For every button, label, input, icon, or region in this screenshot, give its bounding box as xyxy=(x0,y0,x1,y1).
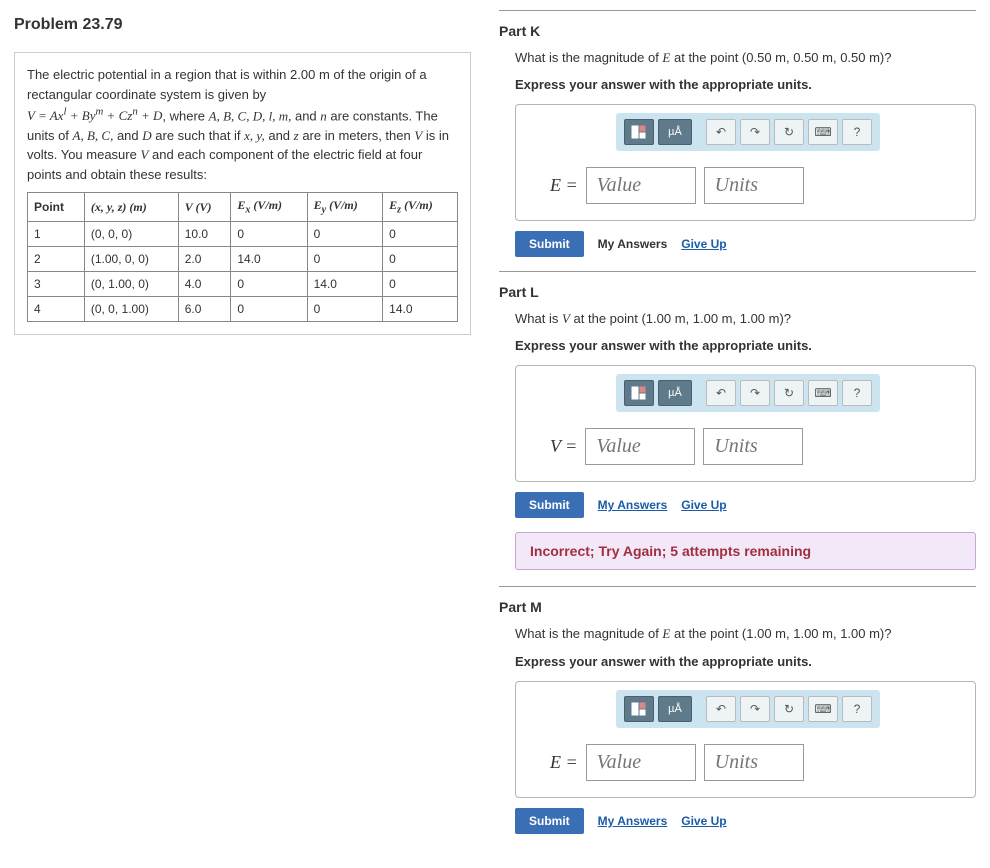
table-cell: 14.0 xyxy=(307,271,383,296)
template-icon[interactable] xyxy=(624,696,654,722)
part-m-my-answers-link[interactable]: My Answers xyxy=(598,814,668,828)
table-cell: 0 xyxy=(231,221,307,246)
problem-description: The electric potential in a region that … xyxy=(27,65,458,184)
part-l-give-up-link[interactable]: Give Up xyxy=(681,498,726,512)
table-row: 2(1.00, 0, 0)2.014.000 xyxy=(28,246,458,271)
table-cell: 0 xyxy=(307,246,383,271)
table-cell: 1 xyxy=(28,221,85,246)
part-k-toolbar: µÅ ↶ ↷ ↻ ⌨ ? xyxy=(616,113,880,151)
table-cell: 2 xyxy=(28,246,85,271)
part-l-my-answers-link[interactable]: My Answers xyxy=(598,498,668,512)
part-m-title: Part M xyxy=(499,599,976,615)
part-k-variable: E = xyxy=(550,175,578,196)
part-k-units-input[interactable] xyxy=(704,167,804,204)
problem-title: Problem 23.79 xyxy=(14,16,471,34)
part-k-give-up-link[interactable]: Give Up xyxy=(681,237,726,251)
part-l-units-input[interactable] xyxy=(703,428,803,465)
data-table: Point(x, y, z) (m)V (V)Ex (V/m)Ey (V/m)E… xyxy=(27,192,458,321)
help-icon[interactable]: ? xyxy=(842,380,872,406)
table-cell: 0 xyxy=(231,271,307,296)
table-cell: 4.0 xyxy=(178,271,231,296)
table-cell: 2.0 xyxy=(178,246,231,271)
units-icon[interactable]: µÅ xyxy=(658,696,692,722)
part-k-my-answers: My Answers xyxy=(598,237,668,251)
table-header: Point xyxy=(28,193,85,221)
table-row: 1(0, 0, 0)10.0000 xyxy=(28,221,458,246)
part-k-value-input[interactable] xyxy=(586,167,696,204)
part-l-value-input[interactable] xyxy=(585,428,695,465)
table-header: Ez (V/m) xyxy=(383,193,458,221)
redo-icon[interactable]: ↷ xyxy=(740,119,770,145)
table-header: (x, y, z) (m) xyxy=(84,193,178,221)
part-m-submit-button[interactable]: Submit xyxy=(515,808,584,834)
undo-icon[interactable]: ↶ xyxy=(706,119,736,145)
table-cell: 0 xyxy=(383,221,458,246)
redo-icon[interactable]: ↷ xyxy=(740,696,770,722)
table-cell: (0, 0, 0) xyxy=(84,221,178,246)
part-m-units-input[interactable] xyxy=(704,744,804,781)
reset-icon[interactable]: ↻ xyxy=(774,119,804,145)
units-icon[interactable]: µÅ xyxy=(658,380,692,406)
table-header: Ey (V/m) xyxy=(307,193,383,221)
part-m-answer-box: µÅ ↶ ↷ ↻ ⌨ ? E = xyxy=(515,681,976,798)
template-icon[interactable] xyxy=(624,380,654,406)
table-cell: 3 xyxy=(28,271,85,296)
part-l-feedback: Incorrect; Try Again; 5 attempts remaini… xyxy=(515,532,976,570)
table-cell: 0 xyxy=(307,221,383,246)
table-row: 3(0, 1.00, 0)4.0014.00 xyxy=(28,271,458,296)
units-icon[interactable]: µÅ xyxy=(658,119,692,145)
part-l-instruction: Express your answer with the appropriate… xyxy=(515,338,976,353)
table-cell: 4 xyxy=(28,296,85,321)
part-l-answer-box: µÅ ↶ ↷ ↻ ⌨ ? V = xyxy=(515,365,976,482)
part-l-question: What is V at the point (1.00 m, 1.00 m, … xyxy=(515,310,976,328)
table-cell: (1.00, 0, 0) xyxy=(84,246,178,271)
part-l-toolbar: µÅ ↶ ↷ ↻ ⌨ ? xyxy=(616,374,880,412)
part-l-submit-button[interactable]: Submit xyxy=(515,492,584,518)
part-k-instruction: Express your answer with the appropriate… xyxy=(515,77,976,92)
table-cell: (0, 0, 1.00) xyxy=(84,296,178,321)
help-icon[interactable]: ? xyxy=(842,119,872,145)
table-header: V (V) xyxy=(178,193,231,221)
template-icon[interactable] xyxy=(624,119,654,145)
part-k-title: Part K xyxy=(499,23,976,39)
keyboard-icon[interactable]: ⌨ xyxy=(808,380,838,406)
undo-icon[interactable]: ↶ xyxy=(706,380,736,406)
redo-icon[interactable]: ↷ xyxy=(740,380,770,406)
problem-description-box: The electric potential in a region that … xyxy=(14,52,471,335)
part-l-variable: V = xyxy=(550,436,577,457)
table-cell: 0 xyxy=(383,271,458,296)
table-cell: 14.0 xyxy=(231,246,307,271)
table-cell: 10.0 xyxy=(178,221,231,246)
part-m-variable: E = xyxy=(550,752,578,773)
part-m-toolbar: µÅ ↶ ↷ ↻ ⌨ ? xyxy=(616,690,880,728)
part-m-question: What is the magnitude of E at the point … xyxy=(515,625,976,643)
keyboard-icon[interactable]: ⌨ xyxy=(808,696,838,722)
table-cell: 0 xyxy=(307,296,383,321)
part-k-submit-button[interactable]: Submit xyxy=(515,231,584,257)
undo-icon[interactable]: ↶ xyxy=(706,696,736,722)
part-k-answer-box: µÅ ↶ ↷ ↻ ⌨ ? E = xyxy=(515,104,976,221)
reset-icon[interactable]: ↻ xyxy=(774,696,804,722)
help-icon[interactable]: ? xyxy=(842,696,872,722)
table-cell: 14.0 xyxy=(383,296,458,321)
table-cell: 0 xyxy=(231,296,307,321)
table-cell: 0 xyxy=(383,246,458,271)
part-l-title: Part L xyxy=(499,284,976,300)
table-header: Ex (V/m) xyxy=(231,193,307,221)
part-k-question: What is the magnitude of E at the point … xyxy=(515,49,976,67)
reset-icon[interactable]: ↻ xyxy=(774,380,804,406)
table-row: 4(0, 0, 1.00)6.00014.0 xyxy=(28,296,458,321)
table-cell: 6.0 xyxy=(178,296,231,321)
table-cell: (0, 1.00, 0) xyxy=(84,271,178,296)
part-m-give-up-link[interactable]: Give Up xyxy=(681,814,726,828)
part-m-instruction: Express your answer with the appropriate… xyxy=(515,654,976,669)
part-m-value-input[interactable] xyxy=(586,744,696,781)
keyboard-icon[interactable]: ⌨ xyxy=(808,119,838,145)
